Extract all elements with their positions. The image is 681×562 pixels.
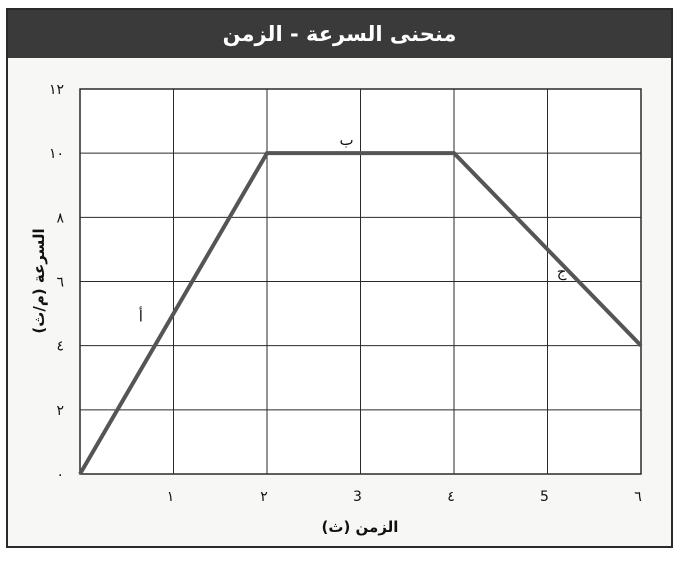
chart-title: منحنى السرعة - الزمن <box>222 22 457 46</box>
y-tick-label: ١٢ <box>49 82 64 98</box>
y-tick-labels: ٠ ٢ ٤ ٦ ٨ ١٠ ١٢ <box>49 82 65 483</box>
x-tick-labels: ١ ٢ 3 ٤ 5 ٦ <box>167 489 642 505</box>
x-tick-label: ٦ <box>634 489 642 505</box>
x-tick-label: ٢ <box>260 489 268 505</box>
y-axis-label: السرعة (م/ث) <box>30 228 48 333</box>
y-tick-label: ٠ <box>56 467 64 483</box>
y-tick-label: ٦ <box>56 275 64 291</box>
x-tick-label: ١ <box>167 489 175 505</box>
annotation-labels: أ ب ج <box>139 131 567 325</box>
y-tick-label: ٢ <box>56 403 64 419</box>
x-tick-label: 3 <box>353 489 362 505</box>
point-annotation: أ <box>139 307 143 326</box>
point-annotation: ب <box>339 131 353 149</box>
series-line <box>78 151 643 476</box>
series-group <box>78 151 643 476</box>
y-tick-label: ٨ <box>56 210 64 226</box>
y-tick-label: ٤ <box>56 339 64 355</box>
y-tick-label: ١٠ <box>49 146 64 162</box>
chart-title-bar: منحنى السرعة - الزمن <box>8 10 671 58</box>
x-axis-label: الزمن (ث) <box>322 518 399 536</box>
point-annotation: ج <box>557 263 567 282</box>
x-tick-label: ٤ <box>447 489 455 505</box>
x-tick-label: 5 <box>540 489 549 505</box>
